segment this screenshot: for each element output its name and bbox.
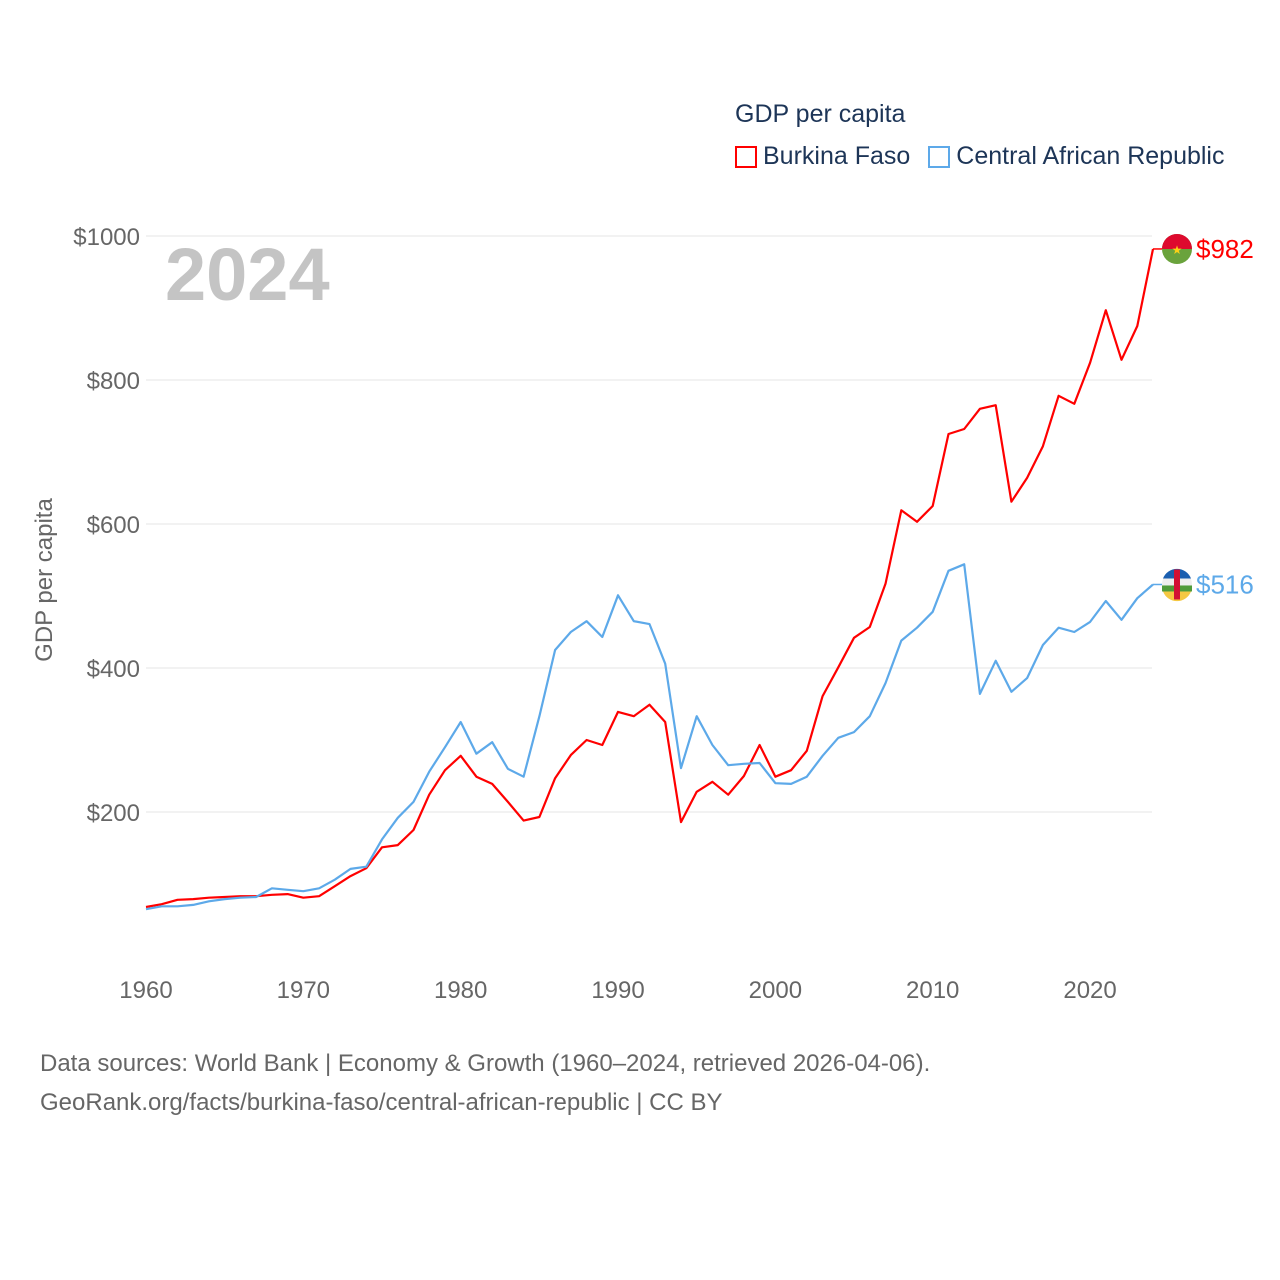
x-tick-label: 2010: [906, 977, 959, 1004]
y-axis-label: GDP per capita: [31, 498, 58, 662]
y-tick-label: $400: [87, 656, 140, 683]
y-tick-label: $600: [87, 512, 140, 539]
x-tick-label: 2020: [1063, 977, 1116, 1004]
year-label: 2024: [165, 233, 330, 316]
series-line-central-african-republic: [145, 563, 1154, 911]
x-tick-label: 1960: [119, 977, 172, 1004]
source-text: Data sources: World Bank | Economy & Gro…: [40, 1050, 931, 1077]
legend: Burkina Faso Central African Republic: [735, 142, 1225, 171]
x-tick-label: 1990: [591, 977, 644, 1004]
end-value-label: $982: [1196, 234, 1254, 264]
y-tick-label: $1000: [73, 224, 140, 251]
legend-swatch: [735, 145, 757, 168]
legend-item-burkina-faso[interactable]: Burkina Faso: [735, 142, 910, 171]
y-tick-label: $800: [87, 368, 140, 395]
x-tick-label: 2000: [749, 977, 802, 1004]
footer: Data sources: World Bank | Economy & Gro…: [40, 1044, 930, 1122]
legend-label: Central African Republic: [956, 142, 1225, 170]
legend-title: GDP per capita: [735, 100, 906, 128]
legend-swatch: [928, 145, 951, 168]
legend-label: Burkina Faso: [763, 142, 911, 170]
x-tick-label: 1970: [277, 977, 330, 1004]
y-tick-label: $200: [87, 800, 140, 827]
series-line-burkina-faso: [145, 248, 1155, 909]
x-tick-label: 1980: [434, 977, 487, 1004]
star-icon: ★: [1172, 243, 1183, 257]
flag-red-stripe: [1174, 569, 1180, 600]
attribution-link[interactable]: GeoRank.org/facts/burkina-faso/central-a…: [40, 1089, 723, 1116]
end-value-label: $516: [1196, 569, 1254, 599]
legend-item-central-african-republic[interactable]: Central African Republic: [928, 142, 1225, 171]
flag-red-band: [1162, 233, 1192, 249]
